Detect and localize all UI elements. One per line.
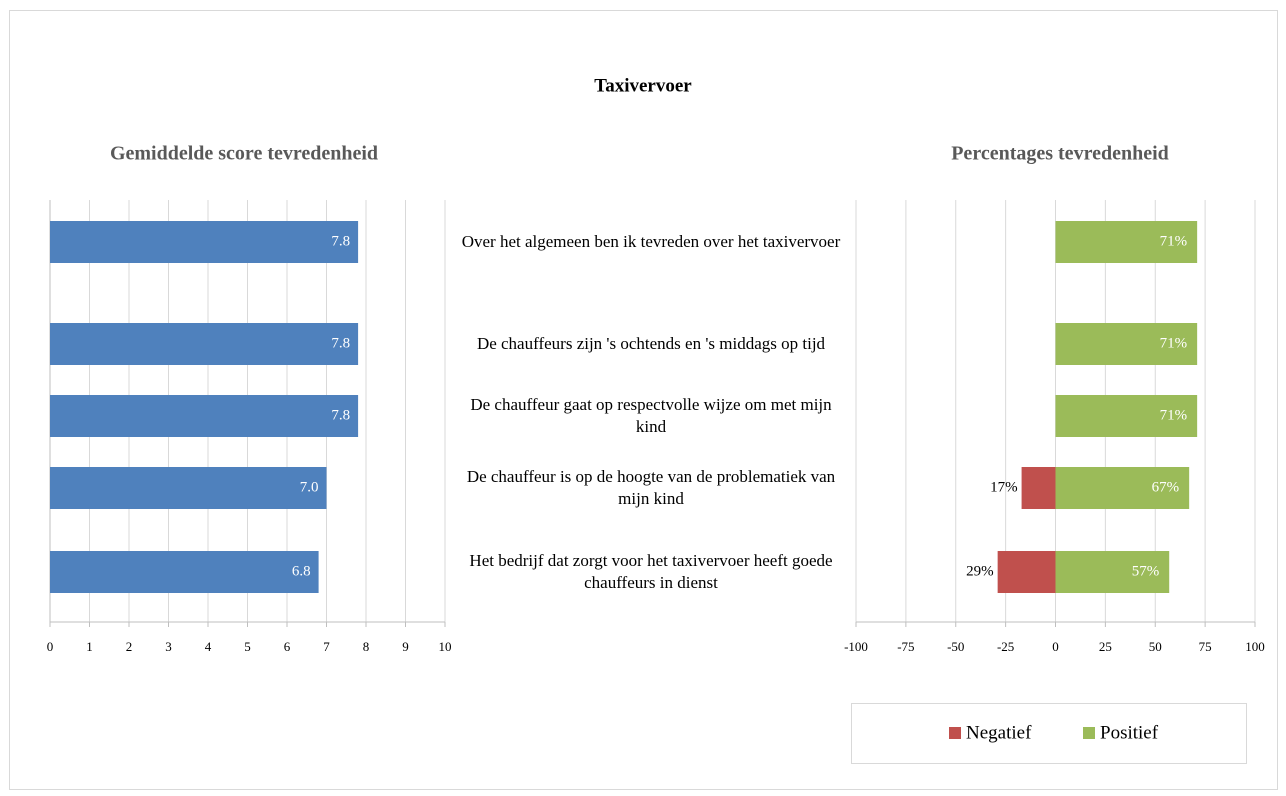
bar: [1021, 467, 1056, 509]
value-label: 7.0: [300, 479, 319, 495]
category-label: De chauffeurs zijn 's ochtends en 's mid…: [476, 334, 826, 353]
value-label: 71%: [1160, 233, 1188, 249]
bar: [1055, 467, 1190, 509]
chart-title: Percentages tevredenheid: [951, 143, 1169, 165]
legend-box: [851, 703, 1247, 764]
value-label: 6.8: [292, 563, 311, 579]
x-tick-label: 0: [1052, 639, 1059, 654]
x-tick-label: 5: [244, 639, 251, 654]
value-label: 67%: [1152, 479, 1180, 495]
x-tick-label: 25: [1099, 639, 1112, 654]
x-tick-label: -25: [997, 639, 1014, 654]
x-tick-label: 4: [205, 639, 212, 654]
bar: [50, 221, 359, 263]
bar: [1055, 551, 1170, 593]
bar: [50, 551, 319, 593]
x-tick-label: 9: [402, 639, 409, 654]
category-label: Het bedrijf dat zorgt voor het taxivervo…: [469, 551, 833, 592]
x-tick-label: 3: [165, 639, 172, 654]
legend-swatch: [949, 727, 961, 739]
bar: [50, 323, 359, 365]
x-tick-label: 6: [284, 639, 291, 654]
legend-label: Positief: [1100, 722, 1159, 743]
bar: [50, 395, 359, 437]
frame: [9, 10, 1278, 790]
category-label: De chauffeur gaat op respectvolle wijze …: [470, 395, 832, 436]
legend-swatch: [1083, 727, 1095, 739]
x-tick-label: 2: [126, 639, 133, 654]
category-label: De chauffeur is op de hoogte van de prob…: [466, 467, 836, 508]
bar: [997, 551, 1056, 593]
chart-title: Gemiddelde score tevredenheid: [110, 143, 378, 165]
x-tick-label: 7: [323, 639, 330, 654]
value-label: 17%: [990, 479, 1018, 495]
category-label: Over het algemeen ben ik tevreden over h…: [461, 232, 841, 251]
x-tick-label: 50: [1149, 639, 1162, 654]
value-label: 57%: [1132, 563, 1160, 579]
x-tick-label: 10: [439, 639, 452, 654]
x-tick-label: 1: [86, 639, 93, 654]
value-label: 71%: [1160, 335, 1188, 351]
value-label: 7.8: [331, 335, 350, 351]
bar: [1055, 395, 1198, 437]
value-label: 29%: [966, 563, 994, 579]
x-tick-label: 0: [47, 639, 54, 654]
x-tick-label: 8: [363, 639, 370, 654]
value-label: 7.8: [331, 407, 350, 423]
x-tick-label: -50: [947, 639, 964, 654]
bar: [1055, 323, 1198, 365]
page-title: Taxivervoer: [594, 75, 692, 96]
value-label: 71%: [1160, 407, 1188, 423]
legend-label: Negatief: [966, 722, 1032, 743]
x-tick-label: -100: [844, 639, 868, 654]
bar: [1055, 221, 1198, 263]
x-tick-label: 75: [1199, 639, 1212, 654]
x-tick-label: -75: [897, 639, 914, 654]
x-tick-label: 100: [1245, 639, 1265, 654]
value-label: 7.8: [331, 233, 350, 249]
bar: [50, 467, 327, 509]
